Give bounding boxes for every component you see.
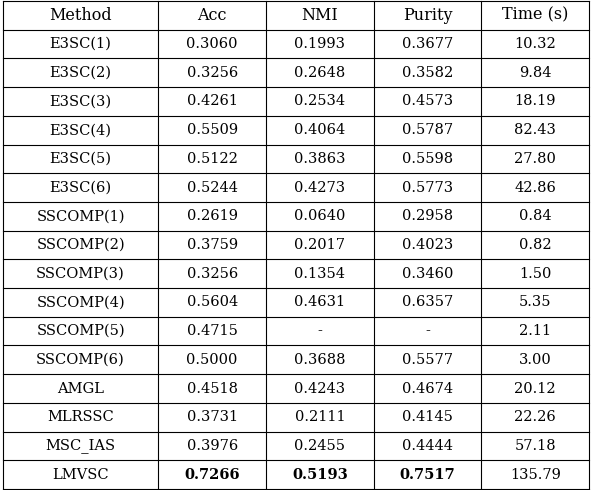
Text: SSCOMP(2): SSCOMP(2) — [36, 238, 125, 252]
Text: 0.5787: 0.5787 — [402, 123, 453, 137]
Text: 2.11: 2.11 — [519, 324, 551, 338]
Text: 0.5193: 0.5193 — [292, 467, 348, 482]
Text: 82.43: 82.43 — [514, 123, 556, 137]
Text: 0.3256: 0.3256 — [186, 66, 238, 80]
Text: 0.4145: 0.4145 — [402, 410, 453, 424]
Text: 0.2648: 0.2648 — [294, 66, 346, 80]
Text: 0.4518: 0.4518 — [186, 382, 237, 395]
Text: AMGL: AMGL — [57, 382, 104, 395]
Text: LMVSC: LMVSC — [52, 467, 109, 482]
Text: 22.26: 22.26 — [514, 410, 556, 424]
Text: SSCOMP(6): SSCOMP(6) — [36, 353, 125, 367]
Text: Method: Method — [49, 7, 112, 24]
Text: SSCOMP(5): SSCOMP(5) — [36, 324, 125, 338]
Text: SSCOMP(1): SSCOMP(1) — [36, 209, 125, 223]
Text: 0.1354: 0.1354 — [294, 267, 345, 281]
Text: 0.4023: 0.4023 — [402, 238, 453, 252]
Text: MLRSSC: MLRSSC — [47, 410, 114, 424]
Text: 0.4631: 0.4631 — [294, 295, 345, 309]
Text: 0.3677: 0.3677 — [402, 37, 453, 51]
Text: Acc: Acc — [197, 7, 227, 24]
Text: E3SC(4): E3SC(4) — [50, 123, 112, 137]
Text: E3SC(5): E3SC(5) — [50, 152, 112, 166]
Text: 0.3976: 0.3976 — [186, 439, 238, 453]
Text: 5.35: 5.35 — [519, 295, 552, 309]
Text: 0.82: 0.82 — [519, 238, 552, 252]
Text: 0.5577: 0.5577 — [402, 353, 453, 367]
Text: E3SC(2): E3SC(2) — [50, 66, 112, 80]
Text: 0.4261: 0.4261 — [186, 95, 237, 108]
Text: 27.80: 27.80 — [514, 152, 556, 166]
Text: 57.18: 57.18 — [514, 439, 556, 453]
Text: 0.4273: 0.4273 — [294, 181, 345, 195]
Text: 0.3688: 0.3688 — [294, 353, 346, 367]
Text: 0.2455: 0.2455 — [294, 439, 345, 453]
Text: 42.86: 42.86 — [514, 181, 556, 195]
Text: 0.7517: 0.7517 — [400, 467, 455, 482]
Text: 0.5509: 0.5509 — [186, 123, 238, 137]
Text: 0.5604: 0.5604 — [186, 295, 238, 309]
Text: 0.4243: 0.4243 — [294, 382, 345, 395]
Text: Purity: Purity — [403, 7, 452, 24]
Text: 0.3060: 0.3060 — [186, 37, 238, 51]
Text: 0.4573: 0.4573 — [402, 95, 453, 108]
Text: 0.5773: 0.5773 — [402, 181, 453, 195]
Text: SSCOMP(4): SSCOMP(4) — [36, 295, 125, 309]
Text: 0.7266: 0.7266 — [184, 467, 240, 482]
Text: 0.4674: 0.4674 — [402, 382, 453, 395]
Text: 9.84: 9.84 — [519, 66, 552, 80]
Text: 10.32: 10.32 — [514, 37, 556, 51]
Text: 0.3863: 0.3863 — [294, 152, 346, 166]
Text: SSCOMP(3): SSCOMP(3) — [36, 267, 125, 281]
Text: 0.2017: 0.2017 — [294, 238, 345, 252]
Text: 0.2111: 0.2111 — [295, 410, 345, 424]
Text: Time (s): Time (s) — [502, 7, 568, 24]
Text: 0.4444: 0.4444 — [402, 439, 453, 453]
Text: 0.3460: 0.3460 — [402, 267, 453, 281]
Text: NMI: NMI — [301, 7, 338, 24]
Text: 0.3759: 0.3759 — [186, 238, 238, 252]
Text: 0.4715: 0.4715 — [186, 324, 237, 338]
Text: 0.5122: 0.5122 — [186, 152, 237, 166]
Text: E3SC(3): E3SC(3) — [50, 95, 112, 108]
Text: 0.2619: 0.2619 — [186, 209, 237, 223]
Text: 0.2958: 0.2958 — [402, 209, 453, 223]
Text: -: - — [317, 324, 322, 338]
Text: 3.00: 3.00 — [519, 353, 552, 367]
Text: E3SC(6): E3SC(6) — [50, 181, 112, 195]
Text: 0.0640: 0.0640 — [294, 209, 346, 223]
Text: 0.1993: 0.1993 — [294, 37, 345, 51]
Text: 18.19: 18.19 — [514, 95, 556, 108]
Text: 1.50: 1.50 — [519, 267, 552, 281]
Text: 0.5598: 0.5598 — [402, 152, 453, 166]
Text: 0.2534: 0.2534 — [294, 95, 345, 108]
Text: 0.3582: 0.3582 — [402, 66, 453, 80]
Text: 0.3256: 0.3256 — [186, 267, 238, 281]
Text: MSC_IAS: MSC_IAS — [46, 439, 115, 453]
Text: 0.5244: 0.5244 — [186, 181, 237, 195]
Text: 135.79: 135.79 — [510, 467, 561, 482]
Text: 0.3731: 0.3731 — [186, 410, 238, 424]
Text: E3SC(1): E3SC(1) — [50, 37, 111, 51]
Text: 0.5000: 0.5000 — [186, 353, 238, 367]
Text: -: - — [425, 324, 430, 338]
Text: 20.12: 20.12 — [514, 382, 556, 395]
Text: 0.6357: 0.6357 — [402, 295, 453, 309]
Text: 0.84: 0.84 — [519, 209, 552, 223]
Text: 0.4064: 0.4064 — [294, 123, 346, 137]
